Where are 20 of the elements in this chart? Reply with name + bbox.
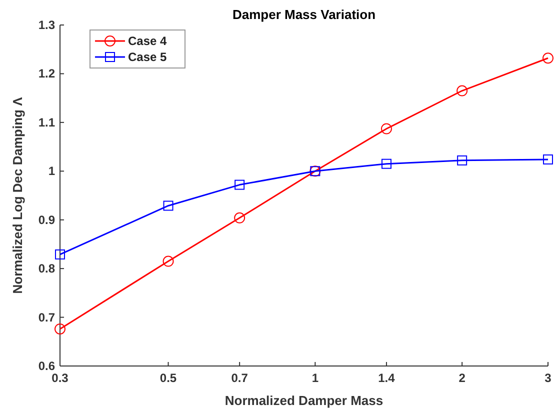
x-tick-label: 1 bbox=[312, 371, 319, 385]
legend-label: Case 4 bbox=[128, 34, 168, 48]
x-axis-title: Normalized Damper Mass bbox=[224, 393, 384, 408]
y-tick-label: 1.3 bbox=[38, 18, 56, 32]
y-tick-label: 0.9 bbox=[38, 212, 56, 227]
y-tick-label: 0.8 bbox=[38, 262, 56, 276]
x-tick-label: 3 bbox=[544, 371, 552, 385]
x-tick-label: 0.7 bbox=[231, 371, 248, 385]
x-tick-label: 0.5 bbox=[160, 371, 177, 385]
chart-title: Damper Mass Variation bbox=[232, 7, 376, 22]
y-tick-label: 0.7 bbox=[38, 310, 56, 324]
legend-label: Case 5 bbox=[128, 50, 168, 64]
y-axis-title: Normalized Log Dec Damping Λ bbox=[10, 96, 25, 294]
y-tick-label: 1 bbox=[48, 164, 56, 178]
x-tick-label: 0.3 bbox=[52, 371, 69, 385]
y-tick-label: 1.2 bbox=[38, 66, 56, 81]
y-tick-label: 0.6 bbox=[38, 359, 56, 373]
y-tick-label: 1.1 bbox=[38, 115, 56, 130]
x-tick-label: 1.4 bbox=[378, 371, 396, 385]
x-tick-label: 2 bbox=[458, 371, 466, 385]
